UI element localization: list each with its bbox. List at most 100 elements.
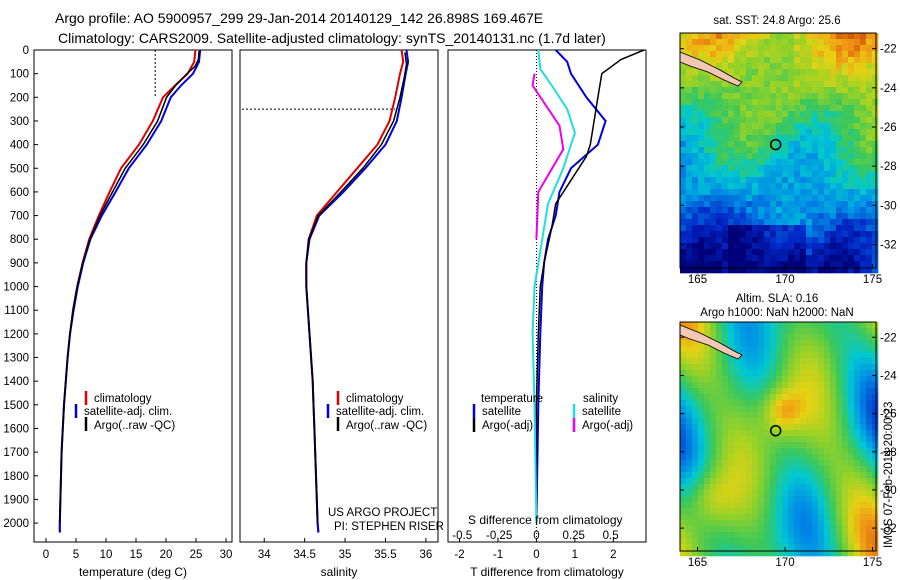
map-cell — [758, 328, 765, 335]
map-cell — [764, 39, 771, 46]
map-cell — [800, 135, 807, 142]
map-cell — [740, 57, 747, 64]
map-cell — [824, 69, 831, 76]
map-cell — [836, 502, 843, 509]
series-temperature-satellite-line — [535, 49, 607, 524]
map-cell — [764, 237, 771, 244]
map-cell — [812, 105, 819, 112]
map-cell — [788, 544, 795, 551]
map-cell — [842, 75, 849, 82]
map-cell — [710, 334, 717, 341]
map-cell — [710, 141, 717, 148]
map-cell — [728, 117, 735, 124]
map-cell — [788, 171, 795, 178]
map-cell — [740, 376, 747, 383]
salinity-axes-box — [239, 49, 439, 543]
map-cell — [710, 550, 717, 557]
map-cell — [686, 436, 693, 443]
map-cell — [704, 237, 711, 244]
map-cell — [770, 550, 777, 557]
map-cell — [692, 267, 699, 274]
map-cell — [776, 99, 783, 106]
map-cell — [848, 502, 855, 509]
map-cell — [806, 442, 813, 449]
map-cell — [770, 388, 777, 395]
temperature-tick-label: 25 — [190, 549, 203, 561]
map-cell — [788, 225, 795, 232]
map-cell — [698, 135, 705, 142]
temperature-tick-label: 5 — [73, 549, 79, 561]
map-cell — [860, 57, 867, 64]
float-position-marker — [769, 138, 782, 151]
map-cell — [836, 400, 843, 407]
map-cell — [692, 249, 699, 256]
map-cell — [734, 346, 741, 353]
map-cell — [752, 51, 759, 58]
map-cell — [740, 129, 747, 136]
map-cell — [740, 75, 747, 82]
map-cell — [680, 514, 687, 521]
map-cell — [866, 69, 873, 76]
map-cell — [806, 382, 813, 389]
map-cell — [830, 201, 837, 208]
map-cell — [800, 267, 807, 274]
map-cell — [806, 39, 813, 46]
map-cell — [836, 484, 843, 491]
map-cell — [752, 472, 759, 479]
depth-tick-label: 0 — [23, 45, 29, 57]
map-cell — [800, 526, 807, 533]
map-cell — [818, 159, 825, 166]
map-cell — [806, 346, 813, 353]
map-cell — [872, 261, 879, 268]
map-cell — [752, 514, 759, 521]
map-cell — [842, 45, 849, 52]
map-cell — [746, 472, 753, 479]
sla-map-panel: Altim. SLA: 0.16 Argo h1000: NaN h2000: … — [679, 293, 897, 569]
map-cell — [740, 213, 747, 220]
map-cell — [758, 243, 765, 250]
map-cell — [752, 255, 759, 262]
map-cell — [758, 544, 765, 551]
map-cell — [692, 544, 699, 551]
map-cell — [854, 430, 861, 437]
map-cell — [842, 442, 849, 449]
map-cell — [686, 45, 693, 52]
map-cell — [734, 520, 741, 527]
map-cell — [830, 261, 837, 268]
map-cell — [752, 478, 759, 485]
map-cell — [728, 33, 735, 40]
map-cell — [818, 111, 825, 118]
map-cell — [686, 352, 693, 359]
map-cell — [788, 135, 795, 142]
map-cell — [758, 520, 765, 527]
map-cell — [740, 532, 747, 539]
map-cell — [686, 159, 693, 166]
difference-legend: temperature salinity satellite Argo(-adj… — [472, 393, 633, 432]
map-cell — [734, 454, 741, 461]
map-cell — [860, 183, 867, 190]
map-cell — [704, 520, 711, 527]
map-cell — [776, 183, 783, 190]
map-cell — [800, 111, 807, 118]
map-cell — [698, 219, 705, 226]
map-cell — [830, 123, 837, 130]
map-cell — [710, 213, 717, 220]
map-cell — [854, 201, 861, 208]
map-cell — [680, 424, 687, 431]
map-cell — [872, 87, 879, 94]
map-cell — [866, 135, 873, 142]
map-cell — [818, 334, 825, 341]
map-cell — [722, 105, 729, 112]
map-cell — [836, 340, 843, 347]
map-cell — [710, 33, 717, 40]
map-cell — [842, 219, 849, 226]
map-cell — [782, 394, 789, 401]
map-cell — [782, 99, 789, 106]
map-cell — [824, 93, 831, 100]
map-cell — [680, 532, 687, 539]
map-cell — [782, 484, 789, 491]
map-cell — [854, 340, 861, 347]
map-cell — [800, 340, 807, 347]
map-cell — [764, 183, 771, 190]
